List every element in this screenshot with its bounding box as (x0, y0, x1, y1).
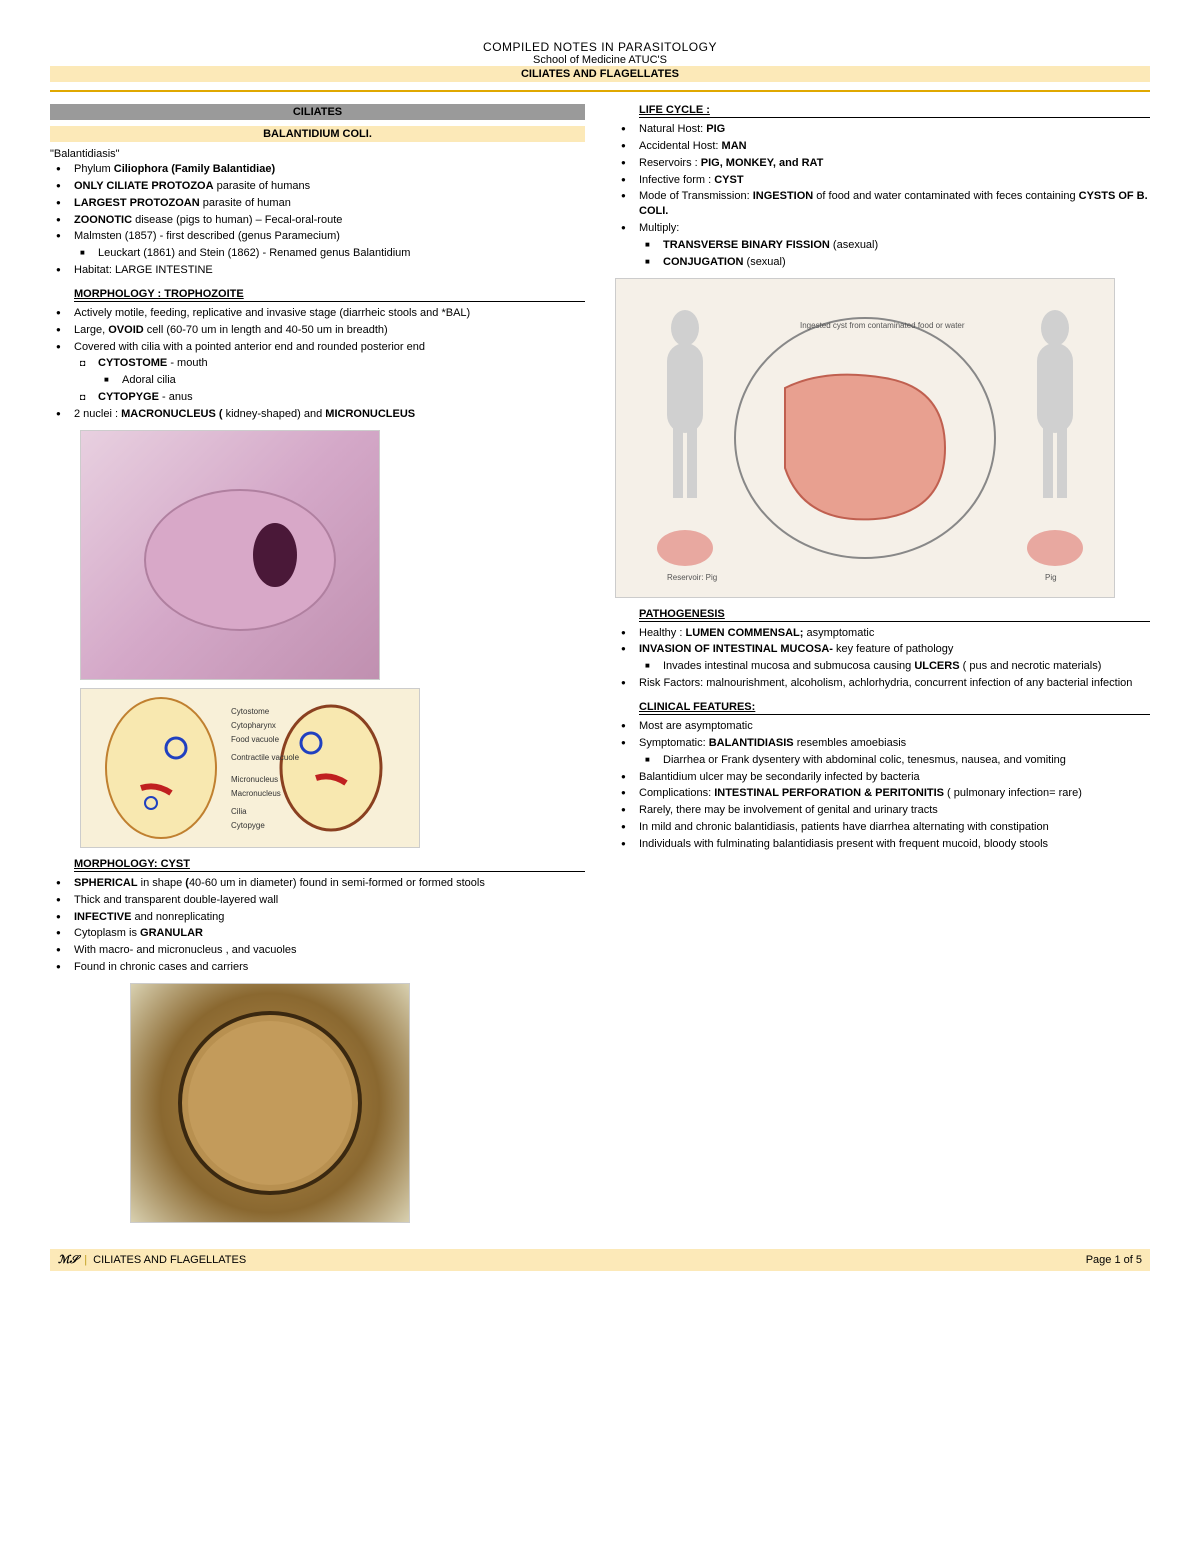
pathogenesis-list: Healthy : LUMEN COMMENSAL; asymptomatic … (615, 626, 1150, 658)
list-item: Complications: INTESTINAL PERFORATION & … (615, 786, 1150, 801)
cell-diagram-image: Cytostome Cytopharynx Food vacuole Contr… (80, 688, 420, 848)
list-item: Infective form : CYST (615, 173, 1150, 188)
svg-text:Ingested cyst from contaminate: Ingested cyst from contaminated food or … (800, 321, 965, 330)
list-item: In mild and chronic balantidiasis, patie… (615, 820, 1150, 835)
morph-troph-head: MORPHOLOGY : TROPHOZOITE (74, 288, 585, 302)
list-item: Phylum Ciliophora (Family Balantidiae) (50, 162, 585, 177)
pathogenesis-head: PATHOGENESIS (639, 608, 1150, 622)
svg-text:Pig: Pig (1045, 573, 1057, 582)
balantidiasis-quote: "Balantidiasis" (50, 148, 585, 160)
footer-title: CILIATES AND FLAGELLATES (93, 1254, 246, 1266)
list-item: SPHERICAL in shape (40-60 um in diameter… (50, 876, 585, 891)
morph-cyst-list: SPHERICAL in shape (40-60 um in diameter… (50, 876, 585, 975)
list-item: Reservoirs : PIG, MONKEY, and RAT (615, 156, 1150, 171)
list-item: Invades intestinal mucosa and submucosa … (639, 659, 1150, 674)
life-cycle-head: LIFE CYCLE : (639, 104, 1150, 118)
life-cycle-list: Natural Host: PIG Accidental Host: MAN R… (615, 122, 1150, 236)
diagram-label: Cytostome (231, 707, 269, 716)
signature-icon: ℳ𝒮 (58, 1253, 78, 1267)
content-columns: CILIATES BALANTIDIUM COLI. "Balantidiasi… (50, 104, 1150, 1231)
diagram-label: Cilia (231, 807, 247, 816)
list-item: Thick and transparent double-layered wal… (50, 893, 585, 908)
page-footer: ℳ𝒮 | CILIATES AND FLAGELLATES Page 1 of … (50, 1249, 1150, 1271)
header-title: COMPILED NOTES IN PARASITOLOGY (50, 40, 1150, 54)
list-item: Rarely, there may be involvement of geni… (615, 803, 1150, 818)
list-item: Leuckart (1861) and Stein (1862) - Renam… (74, 246, 585, 261)
list-item: Multiply: (615, 221, 1150, 236)
morph-troph-sq: Adoral cilia (98, 373, 585, 388)
list-item: With macro- and micronucleus , and vacuo… (50, 943, 585, 958)
list-item: Risk Factors: malnourishment, alcoholism… (615, 676, 1150, 691)
diagram-label: Cytopharynx (231, 721, 276, 730)
list-item: CYTOSTOME - mouth (74, 356, 585, 371)
cyst-microscopy-image (130, 983, 410, 1223)
morph-troph-list2: 2 nuclei : MACRONUCLEUS ( kidney-shaped)… (50, 407, 585, 422)
list-item: INFECTIVE and nonreplicating (50, 910, 585, 925)
diagram-label: Micronucleus (231, 775, 278, 784)
clinical-list2: Balantidium ulcer may be secondarily inf… (615, 770, 1150, 852)
list-item: Habitat: LARGE INTESTINE (50, 263, 585, 278)
list-item: Actively motile, feeding, replicative an… (50, 306, 585, 321)
diagram-label: Food vacuole (231, 735, 279, 744)
right-column: LIFE CYCLE : Natural Host: PIG Accidenta… (615, 104, 1150, 1231)
page-number: Page 1 of 5 (1086, 1254, 1142, 1266)
morph-troph-opens2: CYTOPYGE - anus (74, 390, 585, 405)
footer-left: ℳ𝒮 | CILIATES AND FLAGELLATES (58, 1253, 246, 1267)
morph-cyst-head: MORPHOLOGY: CYST (74, 858, 585, 872)
morph-troph-list: Actively motile, feeding, replicative an… (50, 306, 585, 355)
list-item: Natural Host: PIG (615, 122, 1150, 137)
list-item: CYTOPYGE - anus (74, 390, 585, 405)
list-item: CONJUGATION (sexual) (639, 255, 1150, 270)
life-cycle-sublist: TRANSVERSE BINARY FISSION (asexual) CONJ… (639, 238, 1150, 270)
list-item: Malmsten (1857) - first described (genus… (50, 229, 585, 244)
trophozoite-microscopy-image (80, 430, 380, 680)
morph-troph-opens: CYTOSTOME - mouth (74, 356, 585, 371)
list-item: Healthy : LUMEN COMMENSAL; asymptomatic (615, 626, 1150, 641)
diagram-label: Contractile vacuole (231, 753, 299, 762)
svg-text:Reservoir: Pig: Reservoir: Pig (667, 573, 717, 582)
clinical-sublist: Diarrhea or Frank dysentery with abdomin… (639, 753, 1150, 768)
list-item: Individuals with fulminating balantidias… (615, 837, 1150, 852)
list-item: Most are asymptomatic (615, 719, 1150, 734)
header-subtitle: School of Medicine ATUC'S (50, 54, 1150, 66)
ciliates-bar: CILIATES (50, 104, 585, 120)
intro-list2: Habitat: LARGE INTESTINE (50, 263, 585, 278)
life-cycle-diagram-image: Reservoir: Pig Pig Ingested cyst from co… (615, 278, 1115, 598)
pathogenesis-list2: Risk Factors: malnourishment, alcoholism… (615, 676, 1150, 691)
footer-divider: | (84, 1254, 87, 1266)
list-item: 2 nuclei : MACRONUCLEUS ( kidney-shaped)… (50, 407, 585, 422)
list-item: Mode of Transmission: INGESTION of food … (615, 189, 1150, 219)
list-item: ONLY CILIATE PROTOZOA parasite of humans (50, 179, 585, 194)
list-item: TRANSVERSE BINARY FISSION (asexual) (639, 238, 1150, 253)
list-item: LARGEST PROTOZOAN parasite of human (50, 196, 585, 211)
list-item: Diarrhea or Frank dysentery with abdomin… (639, 753, 1150, 768)
cyst-svg (140, 993, 400, 1213)
troph-svg (90, 440, 370, 670)
list-item: Cytoplasm is GRANULAR (50, 926, 585, 941)
list-item: ZOONOTIC disease (pigs to human) – Fecal… (50, 213, 585, 228)
list-item: Symptomatic: BALANTIDIASIS resembles amo… (615, 736, 1150, 751)
balantidium-bar: BALANTIDIUM COLI. (50, 126, 585, 142)
list-item: Found in chronic cases and carriers (50, 960, 585, 975)
list-item: Accidental Host: MAN (615, 139, 1150, 154)
header-topic: CILIATES AND FLAGELLATES (50, 66, 1150, 82)
list-item: Adoral cilia (98, 373, 585, 388)
left-column: CILIATES BALANTIDIUM COLI. "Balantidiasi… (50, 104, 585, 1231)
intro-list: Phylum Ciliophora (Family Balantidiae) O… (50, 162, 585, 244)
header-rule (50, 90, 1150, 92)
list-item: Balantidium ulcer may be secondarily inf… (615, 770, 1150, 785)
list-item: Covered with cilia with a pointed anteri… (50, 340, 585, 355)
page-header: COMPILED NOTES IN PARASITOLOGY School of… (50, 40, 1150, 82)
diagram-label: Macronucleus (231, 789, 281, 798)
clinical-list: Most are asymptomatic Symptomatic: BALAN… (615, 719, 1150, 751)
pathogenesis-sublist: Invades intestinal mucosa and submucosa … (639, 659, 1150, 674)
clinical-head: CLINICAL FEATURES: (639, 701, 1150, 715)
list-item: Large, OVOID cell (60-70 um in length an… (50, 323, 585, 338)
diagram-label: Cytopyge (231, 821, 265, 830)
lifecycle-svg: Reservoir: Pig Pig Ingested cyst from co… (625, 288, 1105, 588)
intro-sublist: Leuckart (1861) and Stein (1862) - Renam… (74, 246, 585, 261)
list-item: INVASION OF INTESTINAL MUCOSA- key featu… (615, 642, 1150, 657)
